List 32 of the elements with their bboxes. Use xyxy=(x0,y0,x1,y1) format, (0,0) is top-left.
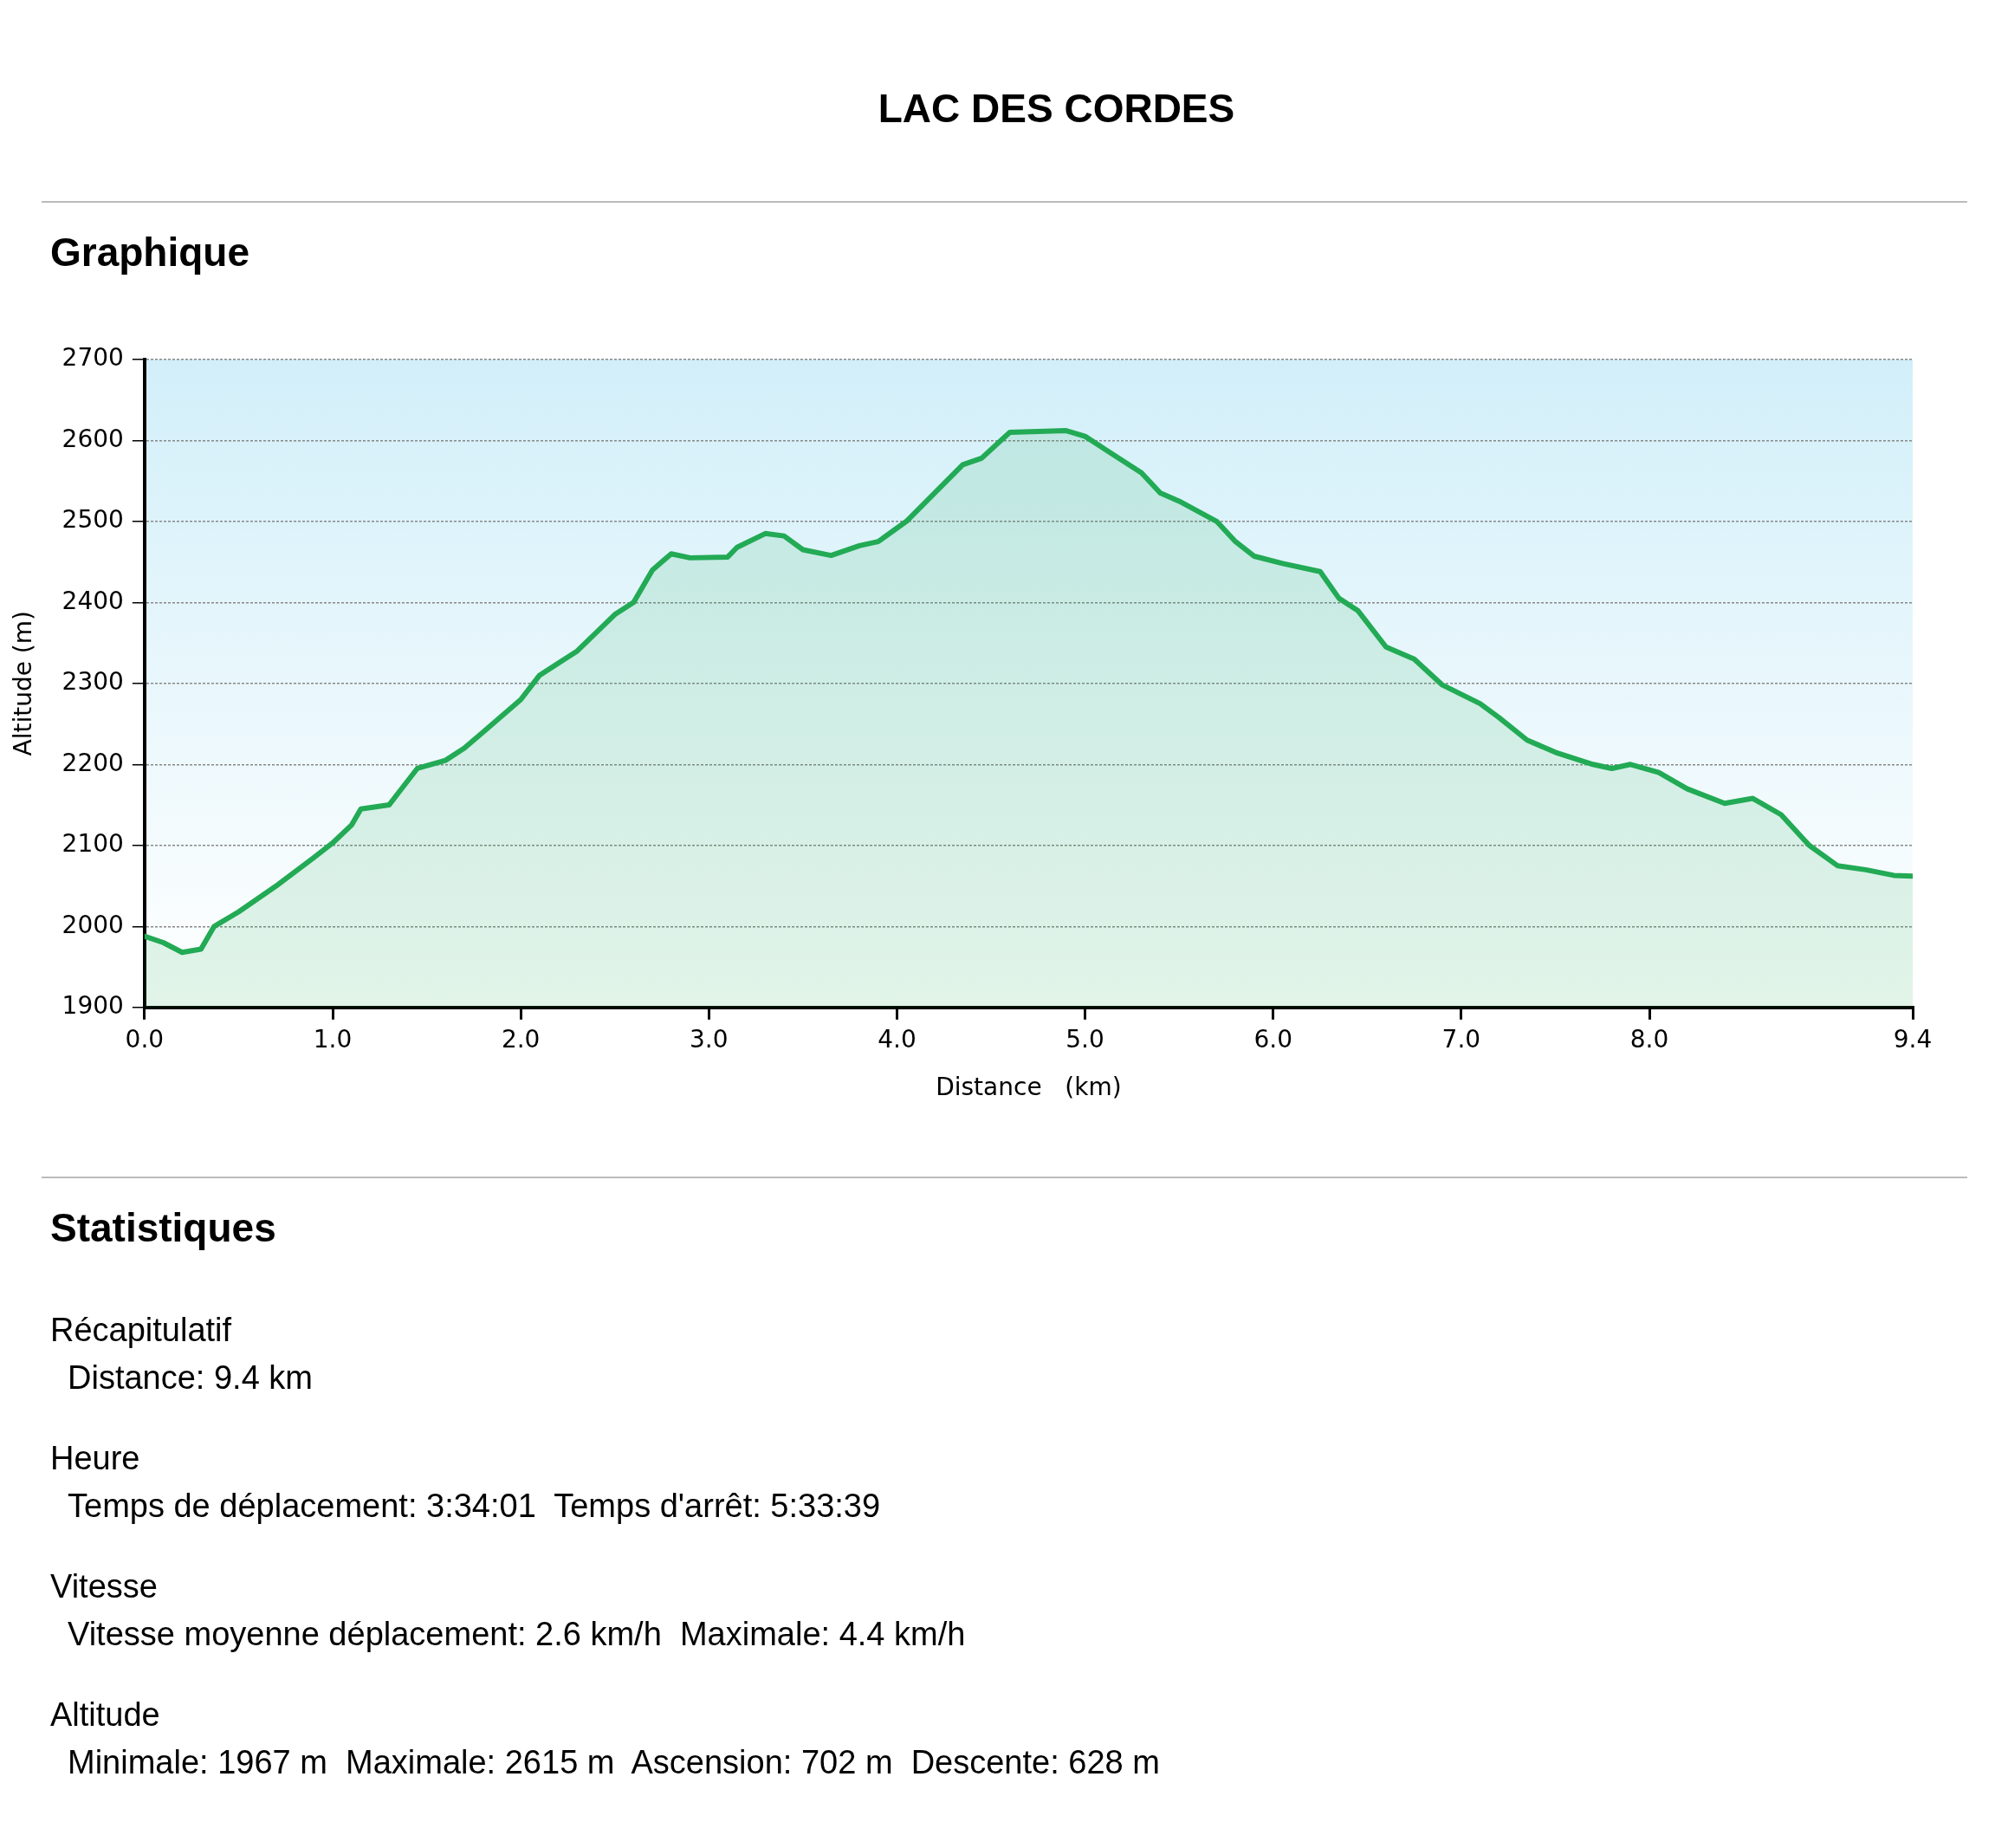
text: Récapitulatif xyxy=(50,1312,233,1349)
x-tick-label: 9.4 xyxy=(1893,1024,1933,1054)
chart-title: LAC DES CORDES xyxy=(877,85,1236,132)
x-tick-label: 1.0 xyxy=(313,1024,353,1054)
y-axis-title: Altitude (m) xyxy=(9,611,38,756)
y-tick-label: 1900 xyxy=(62,991,124,1021)
x-tick-label: 2.0 xyxy=(501,1024,541,1054)
x-axis-title: Distance (km) xyxy=(936,1073,1122,1102)
x-tick-label: 8.0 xyxy=(1629,1024,1669,1054)
text: Temps de déplacement: 3:34:01 Temps d'arrêt: 5:33:39 xyxy=(68,1488,882,1525)
text: Vitesse moyenne déplacement: 2.6 km/h Maximale: 4.4 km/h xyxy=(68,1616,967,1653)
text: Distance: 9.4 km xyxy=(68,1359,314,1397)
x-tick-label: 3.0 xyxy=(690,1024,729,1054)
y-tick-label: 2600 xyxy=(62,424,124,453)
x-tick-label: 6.0 xyxy=(1253,1024,1292,1054)
text: Statistiques xyxy=(50,1204,277,1251)
y-tick-label: 2200 xyxy=(62,748,124,777)
y-tick-label: 2100 xyxy=(62,829,124,859)
x-tick-label: 0.0 xyxy=(125,1024,165,1054)
text: Heure xyxy=(50,1440,141,1477)
y-tick-label: 2000 xyxy=(62,910,124,939)
text: Vitesse xyxy=(50,1568,159,1605)
y-tick-label: 2400 xyxy=(62,586,124,615)
y-tick-label: 2300 xyxy=(62,667,124,697)
y-tick-label: 2500 xyxy=(62,505,124,535)
text: Altitude xyxy=(50,1696,161,1734)
chart-subtitle: Graphique xyxy=(50,229,251,276)
x-tick-label: 5.0 xyxy=(1066,1024,1104,1054)
x-tick-label: 7.0 xyxy=(1441,1024,1481,1054)
y-tick-label: 2700 xyxy=(62,343,124,373)
x-tick-label: 4.0 xyxy=(878,1024,917,1054)
text: Minimale: 1967 m Maximale: 2615 m Ascension: 702 m Descente: 628 m xyxy=(68,1744,1161,1781)
